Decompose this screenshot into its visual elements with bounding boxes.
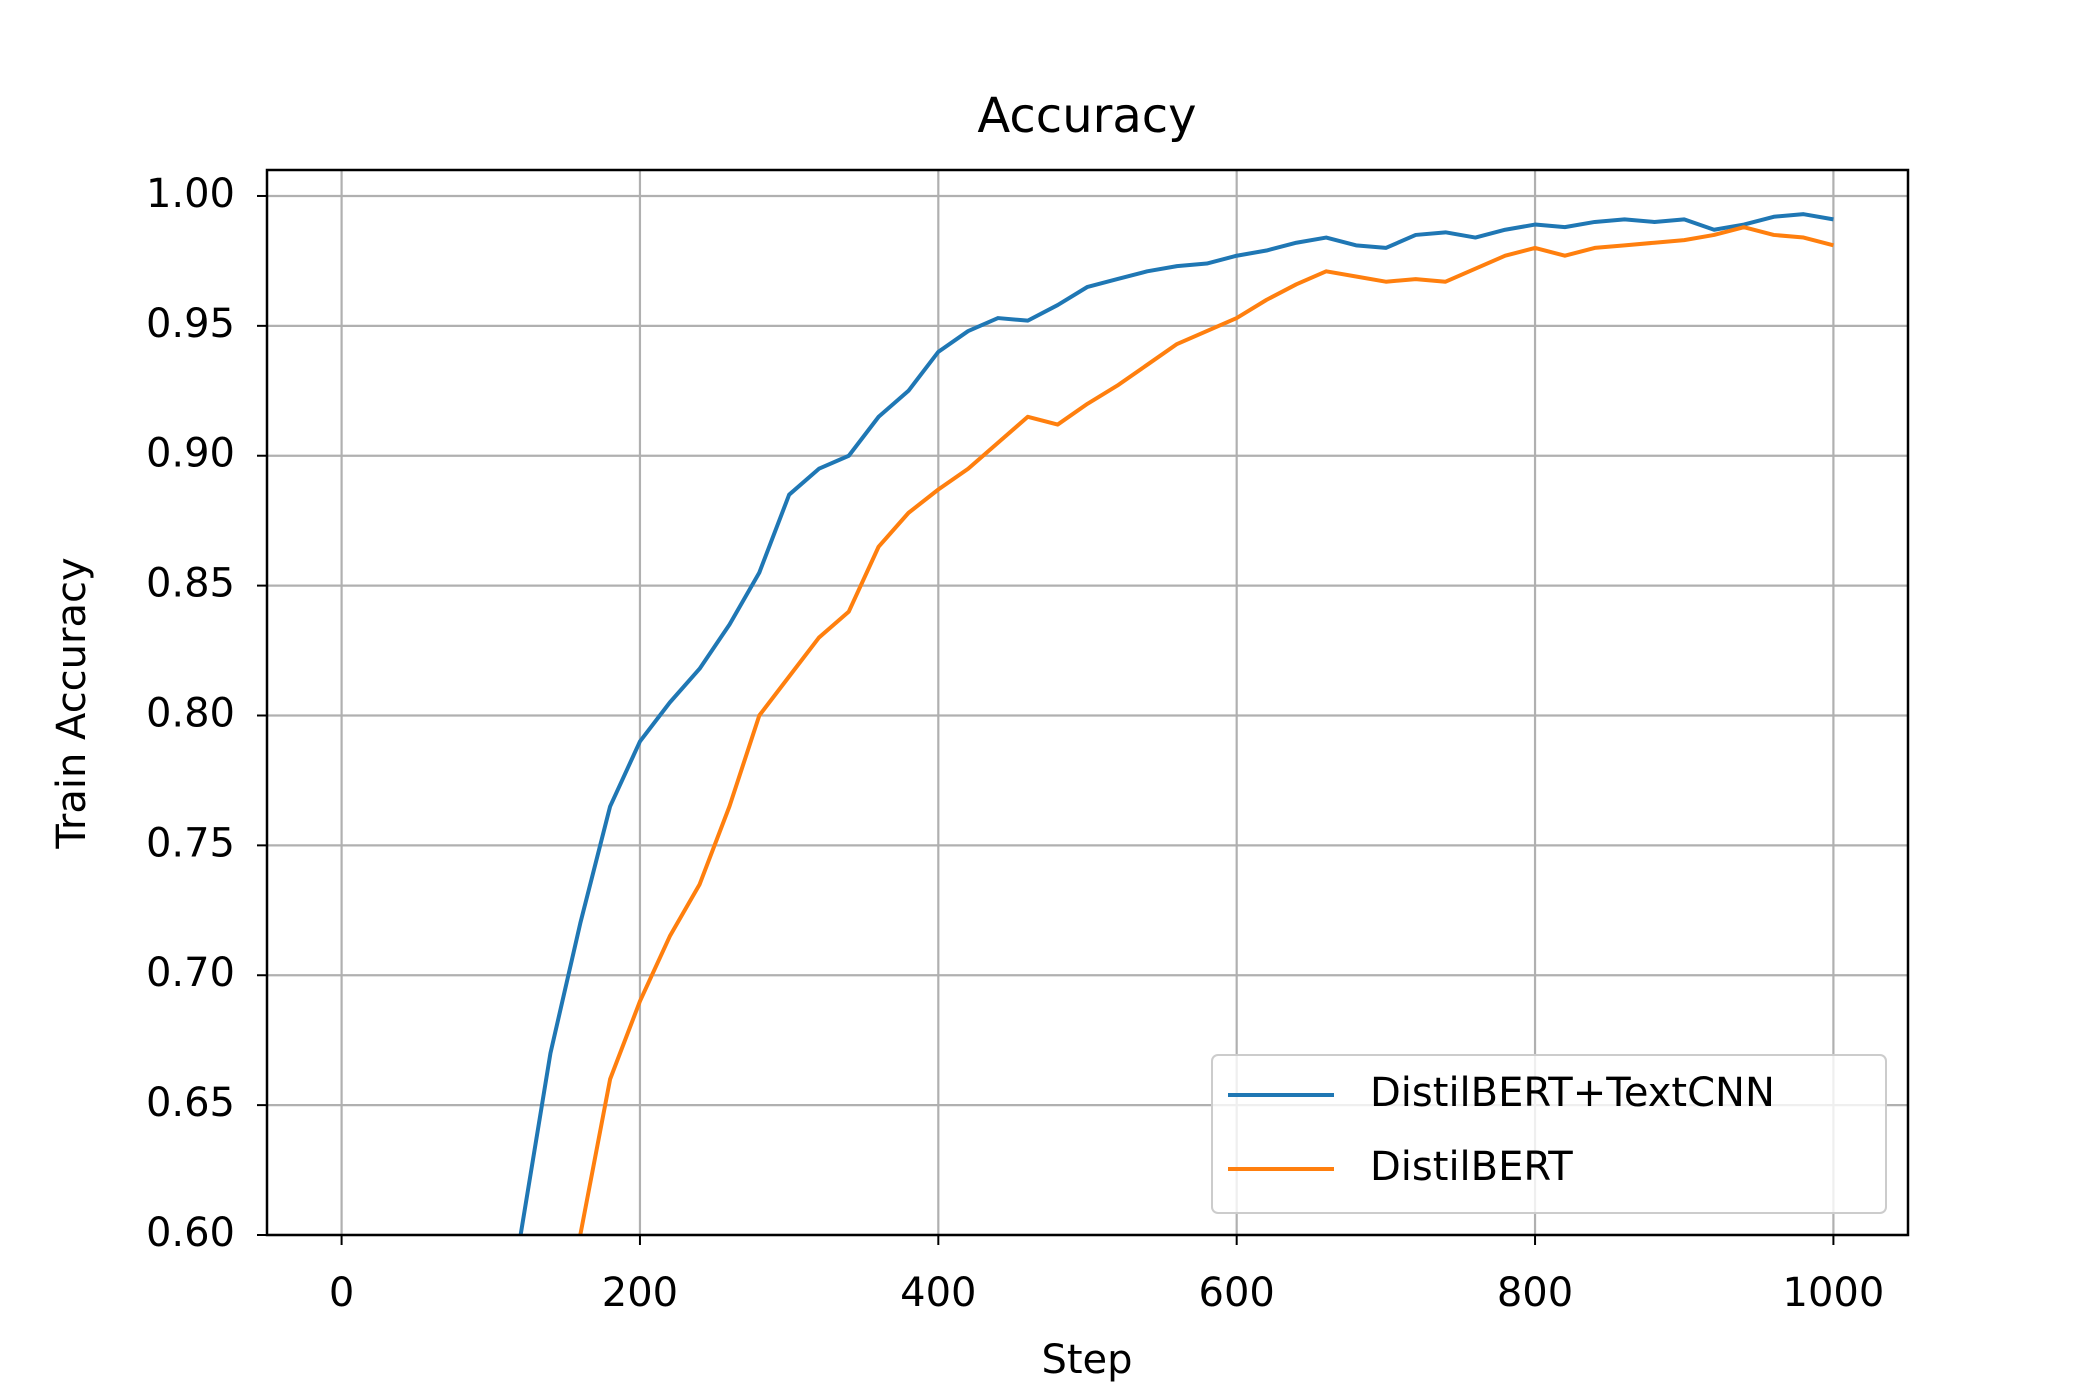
chart-title: Accuracy <box>977 88 1196 144</box>
y-tick-label: 0.80 <box>146 690 235 736</box>
grid <box>267 170 1908 1237</box>
legend-label: DistilBERT <box>1370 1144 1573 1190</box>
y-tick-label: 0.90 <box>146 431 235 477</box>
legend-box <box>1211 1054 1887 1214</box>
y-axis-label: Train Accuracy <box>49 557 95 849</box>
x-axis-label: Step <box>1041 1337 1132 1383</box>
y-tick-label: 0.75 <box>146 820 235 866</box>
x-tick-label: 800 <box>1497 1270 1573 1316</box>
y-tick-label: 0.85 <box>146 561 235 607</box>
plot-area <box>518 212 1834 1235</box>
x-tick-label: 1000 <box>1783 1270 1885 1316</box>
x-tick-label: 0 <box>329 1270 354 1316</box>
x-tick-label: 400 <box>900 1270 976 1316</box>
legend-label: DistilBERT+TextCNN <box>1370 1070 1775 1116</box>
y-tick-label: 0.60 <box>146 1210 235 1256</box>
y-tick-label: 0.70 <box>146 950 235 996</box>
y-tick-label: 0.95 <box>146 301 235 347</box>
data-line <box>518 212 1834 1235</box>
plot-frame <box>265 168 1910 1237</box>
data-line <box>578 225 1834 1235</box>
legend: DistilBERT+TextCNN DistilBERT <box>1211 1054 1887 1214</box>
y-tick-label: 0.65 <box>146 1080 235 1126</box>
x-tick-label: 600 <box>1199 1270 1275 1316</box>
x-tick-label: 200 <box>602 1270 678 1316</box>
y-tick-label: 1.00 <box>146 171 235 217</box>
